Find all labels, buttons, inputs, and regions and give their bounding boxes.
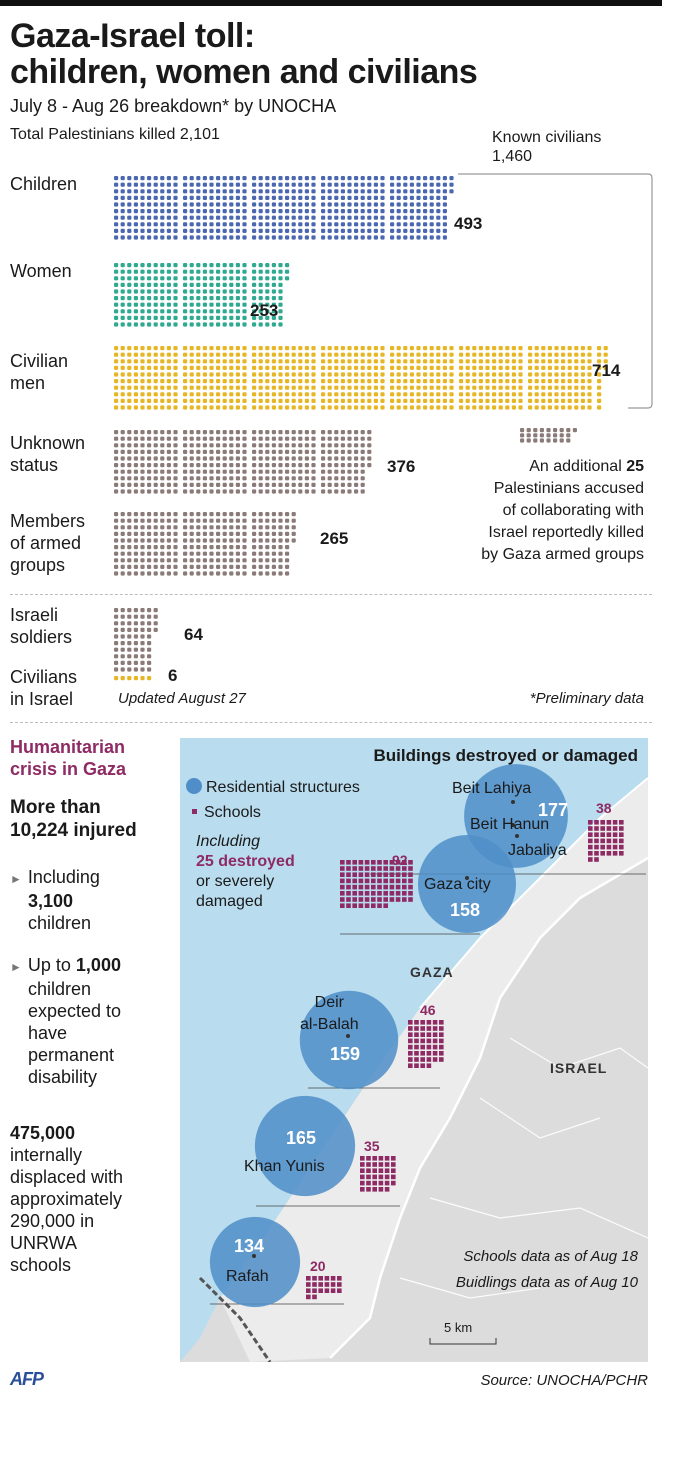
residential-value-deir-al-balah: 159 [330, 1044, 361, 1064]
category-label-civilian-men: Civilian men [10, 351, 69, 393]
schools-value-gaza-city: 92 [392, 852, 408, 868]
divider [10, 594, 652, 595]
value-label-women: 253 [250, 301, 279, 320]
displaced-stat: 475,000 internally displaced with approx… [10, 1123, 124, 1275]
schools-value-north: 38 [596, 800, 612, 816]
bullet-icon: ► [10, 960, 22, 974]
town-rafah: Rafah [226, 1268, 269, 1285]
town-marker [511, 823, 515, 827]
map-base [180, 738, 648, 1362]
bar-unknown-status [114, 430, 372, 494]
top-rule [0, 0, 662, 6]
value-label-unknown-status: 376 [387, 457, 416, 476]
total-killed-label: Total Palestinians killed 2,101 [10, 126, 220, 143]
town-marker [515, 834, 519, 838]
value-label-children: 493 [454, 214, 483, 233]
town-marker [465, 876, 469, 880]
subtitle: July 8 - Aug 26 breakdown* by UNOCHA [10, 96, 337, 116]
town-beit-hanun: Beit Hanun [470, 816, 550, 833]
residential-bubble-gaza-city [418, 835, 516, 933]
circle-icon [186, 778, 202, 794]
category-label-women: Women [10, 261, 72, 281]
legend-schools: Schools [186, 804, 261, 822]
town-khan-yunis: Khan Yunis [244, 1158, 325, 1175]
town-marker [252, 1254, 256, 1258]
category-label-children: Children [10, 174, 78, 194]
schools-value-deir-al-balah: 46 [420, 1002, 436, 1018]
category-label-israeli-soldiers: Israeli soldiers [10, 605, 73, 647]
buildings-data-note: Buidlings data as of Aug 10 [455, 1274, 638, 1291]
disability-bullet: ► Up to 1,000 children expected to have p… [10, 955, 122, 1087]
residential-value-gaza-city: 158 [450, 900, 481, 920]
schools-value-khan-yunis: 35 [364, 1138, 380, 1154]
children-injured-bullet: ► Including 3,100 children [10, 867, 100, 933]
schools-squares-deir-al-balah [408, 1020, 444, 1068]
updated-label: Updated August 27 [118, 690, 246, 707]
square-icon [192, 809, 197, 814]
value-label-civilians-in-israel: 6 [168, 666, 178, 685]
bar-children [114, 176, 454, 240]
town-deir-al-balah: Deir al-Balah [300, 994, 359, 1033]
bar-women [114, 263, 290, 327]
page-title: Gaza-Israel toll: children, women and ci… [10, 17, 478, 91]
source-credit: Source: UNOCHA/PCHR [480, 1372, 648, 1389]
divider [10, 722, 652, 723]
sea-area [180, 738, 648, 1362]
value-label-israeli-soldiers: 64 [184, 625, 203, 644]
value-label-armed-groups: 265 [320, 529, 349, 548]
bar-armed-groups [114, 512, 296, 576]
gaza-map: Buildings destroyed or damaged Residenti… [180, 738, 648, 1362]
residential-bubble-rafah [209, 1216, 301, 1308]
known-civilians-bracket [458, 173, 653, 409]
schools-squares-north [588, 820, 624, 862]
schools-value-rafah: 20 [310, 1258, 326, 1274]
value-label-civilian-men: 714 [592, 361, 621, 380]
injured-stat: More than 10,224 injured [10, 797, 137, 841]
humanitarian-heading: Humanitarian crisis in Gaza [10, 737, 127, 779]
residential-value-khan-yunis: 165 [286, 1128, 317, 1148]
collaborators-note: An additional 25 Palestinians accused of… [481, 458, 644, 563]
bullet-icon: ► [10, 872, 22, 886]
legend-residential: Residential structures [186, 778, 360, 797]
map-marks [209, 764, 624, 1308]
schools-squares-khan-yunis [360, 1156, 396, 1192]
afp-logo: AFP [10, 1369, 44, 1389]
gaza-strip [220, 778, 648, 1362]
category-label-unknown-status: Unknown status [10, 433, 86, 475]
town-beit-lahiya: Beit Lahiya [452, 780, 532, 797]
region-label-gaza: GAZA [410, 964, 454, 980]
legend-destroyed-note: Including 25 destroyed or severely damag… [196, 833, 295, 910]
town-gaza-city: Gaza city [424, 876, 491, 893]
bar-civilians-in-israel [114, 676, 152, 681]
bar-israeli-soldiers [114, 608, 158, 672]
residential-value-rafah: 134 [234, 1236, 265, 1256]
town-marker [511, 800, 515, 804]
category-label-armed-groups: Members of armed groups [10, 511, 86, 575]
scale-bar-label: 5 km [444, 1320, 473, 1335]
schools-squares-gaza-city [340, 860, 413, 908]
schools-data-note: Schools data as of Aug 18 [463, 1248, 638, 1265]
preliminary-note: *Preliminary data [529, 690, 644, 707]
map-title: Buildings destroyed or damaged [373, 746, 639, 765]
town-marker [346, 1034, 350, 1038]
bar-collaborators [520, 428, 577, 443]
residential-bubble-deir-al-balah [299, 990, 399, 1090]
schools-squares-rafah [306, 1276, 342, 1300]
known-civilians-label: Known civilians 1,460 [492, 129, 602, 165]
region-label-israel: ISRAEL [550, 1060, 608, 1076]
dot-matrix-chart [114, 176, 608, 681]
town-jabaliya: Jabaliya [508, 842, 567, 859]
town-marker [302, 1138, 306, 1142]
residential-bubble-khan-yunis [254, 1095, 356, 1197]
category-label-civilians-in-israel: Civilians in Israel [10, 667, 78, 709]
residential-value-north: 177 [538, 800, 569, 820]
bar-civilian-men [114, 346, 608, 410]
